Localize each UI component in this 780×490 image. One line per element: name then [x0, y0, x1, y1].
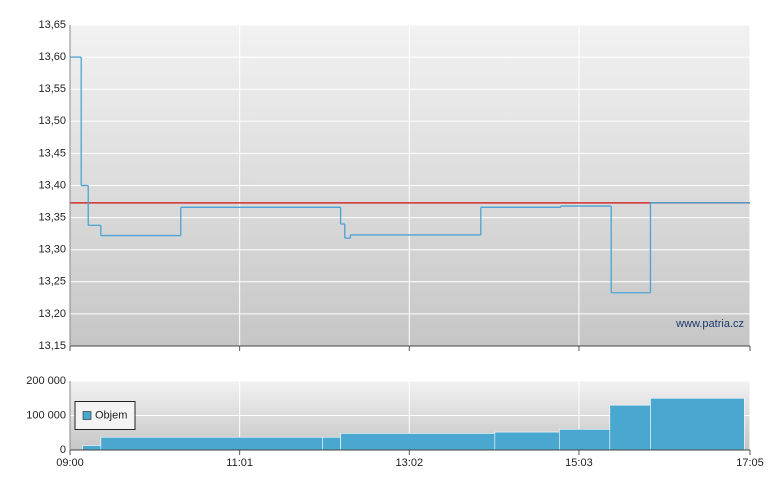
y-tick-label: 13,40	[38, 179, 66, 191]
y-tick-label: 100 000	[26, 409, 66, 421]
volume-bar	[322, 436, 341, 451]
y-tick-label: 0	[60, 444, 66, 456]
y-tick-label: 13,60	[38, 51, 66, 63]
x-tick-label: 17:05	[736, 457, 764, 469]
y-tick-label: 13,25	[38, 276, 66, 288]
volume-bar	[559, 428, 611, 451]
legend-label: Objem	[95, 409, 127, 421]
x-tick-label: 13:02	[396, 457, 424, 469]
volume-bar	[82, 445, 102, 451]
x-tick-label: 09:00	[56, 457, 84, 469]
y-tick-label: 13,45	[38, 147, 66, 159]
watermark: www.patria.cz	[675, 318, 744, 330]
x-tick-label: 15:03	[565, 457, 593, 469]
volume-bar	[340, 433, 496, 451]
y-tick-label: 200 000	[26, 375, 66, 387]
volume-bar	[609, 404, 651, 451]
y-tick-label: 13,15	[38, 340, 66, 352]
y-tick-label: 13,65	[38, 19, 66, 31]
x-tick-label: 11:01	[226, 457, 253, 469]
y-tick-label: 13,55	[38, 83, 66, 95]
y-tick-label: 13,20	[38, 308, 66, 320]
volume-bar	[494, 431, 560, 451]
y-tick-label: 13,50	[38, 115, 66, 127]
volume-bar	[650, 397, 745, 451]
volume-bar	[100, 436, 323, 451]
y-tick-label: 13,35	[38, 212, 66, 224]
y-tick-label: 13,30	[38, 244, 66, 256]
legend-swatch	[82, 411, 92, 420]
